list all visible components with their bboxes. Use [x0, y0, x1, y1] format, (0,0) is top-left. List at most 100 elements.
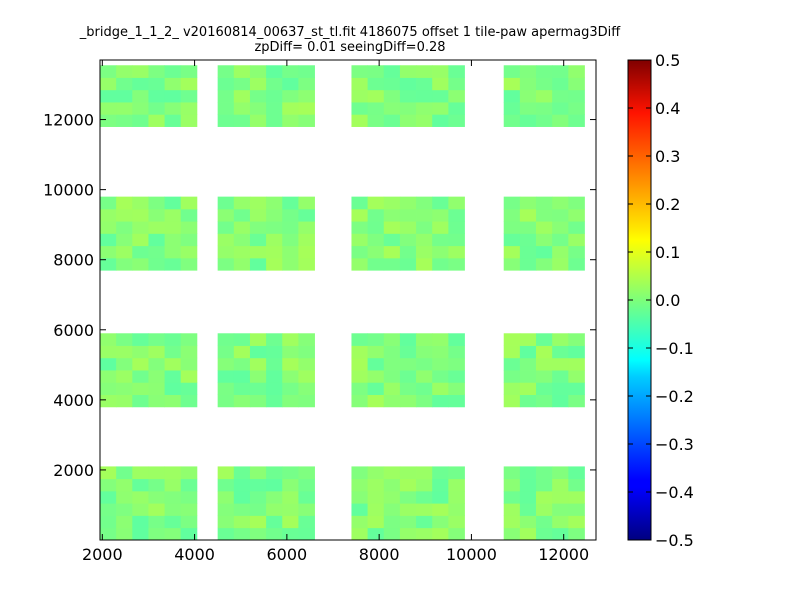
heatmap-cell — [503, 382, 521, 395]
x-tick-label: 10000 — [446, 545, 497, 564]
heatmap-cell — [383, 503, 401, 516]
heatmap-cell — [164, 357, 182, 371]
heatmap-cell — [298, 245, 315, 259]
axes: 2000 4000 6000 8000 10000 12000 2000 4000 6000 80… — [43, 60, 596, 564]
heatmap-cell — [217, 196, 235, 210]
heatmap-cell — [568, 233, 585, 247]
heatmap-cell — [503, 527, 521, 541]
heatmap-cell — [282, 245, 299, 259]
heatmap-cell — [432, 65, 449, 78]
heatmap-cell — [503, 394, 521, 408]
heatmap-cell — [164, 370, 182, 383]
heatmap-cell — [249, 503, 267, 516]
heatmap-cell — [116, 515, 133, 529]
heatmap-cell — [416, 333, 433, 346]
heatmap-cell — [116, 233, 133, 247]
heatmap-cell — [416, 257, 433, 271]
heatmap-cell — [367, 233, 385, 247]
heatmap-cell — [266, 527, 283, 541]
heatmap-cell — [432, 221, 449, 234]
heatmap-cell — [266, 89, 283, 103]
heatmap-cell — [180, 196, 198, 210]
heatmap-cell — [448, 257, 465, 271]
heatmap-cell — [399, 370, 417, 383]
heatmap-cell — [132, 357, 149, 371]
heatmap-cell — [536, 233, 553, 247]
heatmap-cells — [100, 65, 585, 541]
heatmap-cell — [568, 490, 585, 504]
heatmap-cell — [217, 382, 235, 395]
heatmap-cell — [164, 89, 182, 103]
heatmap-cell — [383, 515, 401, 529]
heatmap-cell — [100, 503, 117, 516]
heatmap-cell — [568, 382, 585, 395]
heatmap-cell — [249, 245, 267, 259]
heatmap-cell — [383, 77, 401, 91]
heatmap-cell — [148, 394, 165, 408]
heatmap-cell — [399, 490, 417, 504]
heatmap-cell — [266, 466, 283, 480]
heatmap-cell — [503, 196, 521, 210]
heatmap-cell — [552, 89, 569, 103]
heatmap-cell — [399, 257, 417, 271]
heatmap-cell — [298, 333, 315, 346]
heatmap-cell — [116, 382, 133, 395]
heatmap-cell — [148, 345, 165, 359]
heatmap-cell — [367, 221, 385, 234]
heatmap-cell — [568, 114, 585, 127]
heatmap-cell — [351, 208, 369, 222]
heatmap-cell — [536, 515, 553, 529]
heatmap-cell — [180, 77, 198, 91]
heatmap-cell — [552, 466, 569, 480]
heatmap-cell — [416, 394, 433, 408]
heatmap-cell — [100, 333, 117, 346]
heatmap-cell — [266, 382, 283, 395]
heatmap-cell — [351, 233, 369, 247]
heatmap-cell — [552, 65, 569, 78]
colorbar-tick-label: 0.0 — [655, 291, 680, 310]
heatmap-cell — [367, 515, 385, 529]
heatmap-cell — [351, 89, 369, 103]
heatmap-cell — [552, 77, 569, 91]
heatmap-cell — [367, 357, 385, 371]
heatmap-cell — [217, 357, 235, 371]
heatmap-cell — [552, 221, 569, 234]
heatmap-cell — [282, 345, 299, 359]
heatmap-cell — [132, 394, 149, 408]
heatmap-cell — [399, 345, 417, 359]
heatmap-cell — [367, 345, 385, 359]
heatmap-cell — [552, 503, 569, 516]
heatmap-cell — [164, 503, 182, 516]
heatmap-cell — [552, 114, 569, 127]
heatmap-cell — [416, 527, 433, 541]
heatmap-cell — [432, 382, 449, 395]
heatmap-cell — [448, 102, 465, 115]
heatmap-cell — [367, 245, 385, 259]
heatmap-cell — [116, 478, 133, 492]
heatmap-cell — [432, 503, 449, 516]
heatmap-cell — [351, 478, 369, 492]
heatmap-cell — [503, 65, 521, 78]
heatmap-cell — [282, 196, 299, 210]
heatmap-cell — [298, 65, 315, 78]
heatmap-cell — [266, 357, 283, 371]
heatmap-cell — [298, 345, 315, 359]
heatmap-cell — [432, 333, 449, 346]
heatmap-cell — [568, 345, 585, 359]
heatmap-cell — [249, 257, 267, 271]
heatmap-cell — [180, 221, 198, 234]
heatmap-cell — [266, 345, 283, 359]
heatmap-cell — [233, 515, 251, 529]
heatmap-cell — [132, 257, 149, 271]
heatmap-cell — [519, 114, 537, 127]
heatmap-cell — [298, 89, 315, 103]
heatmap-cell — [432, 196, 449, 210]
heatmap-cell — [552, 478, 569, 492]
heatmap-cell — [116, 208, 133, 222]
heatmap-cell — [351, 394, 369, 408]
heatmap-cell — [552, 345, 569, 359]
heatmap-cell — [432, 527, 449, 541]
heatmap-cell — [217, 233, 235, 247]
heatmap-cell — [503, 466, 521, 480]
